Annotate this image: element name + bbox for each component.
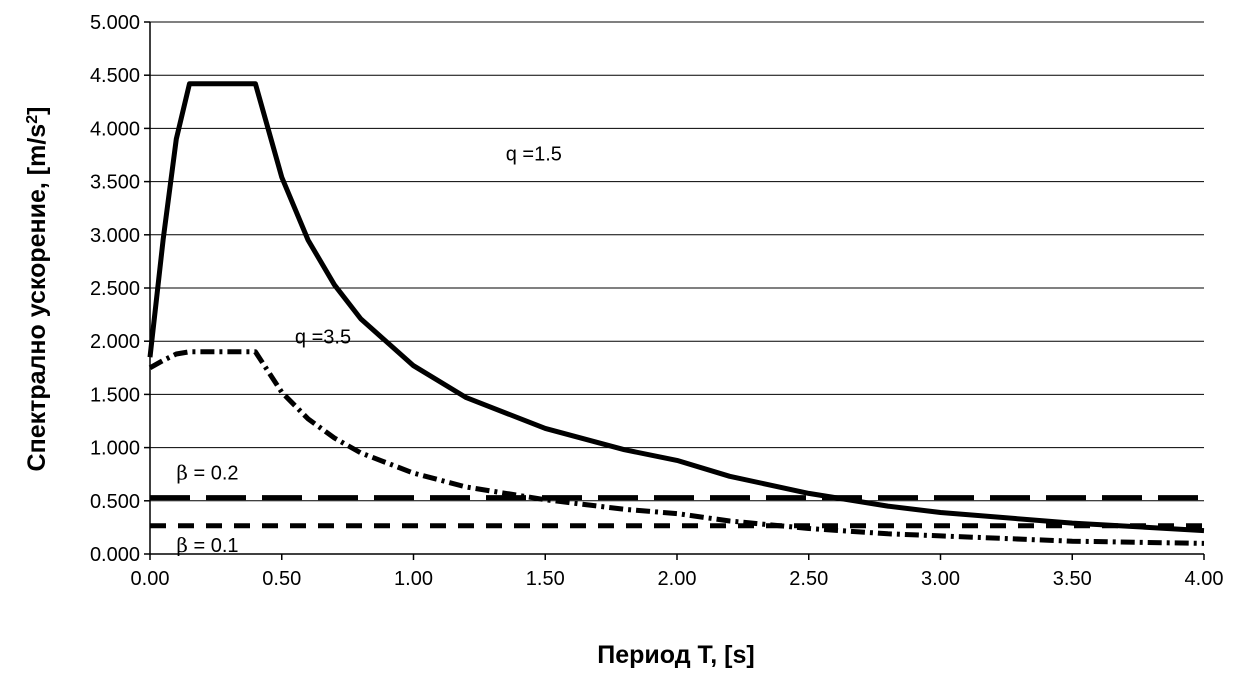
series-line-2 bbox=[148, 349, 1205, 546]
series-line-1 bbox=[147, 81, 1205, 534]
y-tick-label: 2.000 bbox=[90, 331, 140, 353]
y-tick-label: 5.000 bbox=[90, 12, 140, 34]
y-tick-label: 0.500 bbox=[90, 491, 140, 513]
x-axis-title: Период Т, [s] bbox=[597, 641, 754, 669]
y-tick-label: 3.500 bbox=[90, 172, 140, 194]
x-tick-label: 3.00 bbox=[921, 568, 960, 590]
y-tick-label: 2.500 bbox=[90, 278, 140, 300]
annotation-label: β = 0.2 bbox=[176, 461, 238, 485]
x-tick-label: 1.00 bbox=[394, 568, 433, 590]
x-axis-ticks: 0.00 0.50 1.00 1.50 2.00 2.50 3.00 3.50 4.00 bbox=[131, 554, 1224, 590]
y-tick-label: 4.500 bbox=[90, 65, 140, 87]
y-axis-title-sup: 2 bbox=[24, 115, 41, 124]
annotation-label: q =3.5 bbox=[295, 326, 351, 348]
y-tick-label: 3.000 bbox=[90, 225, 140, 247]
x-tick-label: 2.50 bbox=[789, 568, 828, 590]
gridlines bbox=[150, 21, 1204, 502]
x-tick-label: 4.00 bbox=[1185, 568, 1224, 590]
x-tick-label: 1.50 bbox=[526, 568, 565, 590]
annotations: q =1.5 q =3.5 β = 0.2 β = 0.1 bbox=[176, 143, 562, 557]
x-tick-label: 0.00 bbox=[131, 568, 170, 590]
y-tick-label: 1.000 bbox=[90, 438, 140, 460]
x-tick-label: 3.50 bbox=[1053, 568, 1092, 590]
y-axis-title: Спектрално ускорение, [m/s2] bbox=[23, 107, 51, 472]
y-tick-label: 1.500 bbox=[90, 384, 140, 406]
x-tick-label: 0.50 bbox=[262, 568, 301, 590]
annotation-label: β = 0.1 bbox=[176, 533, 238, 557]
y-axis-ticks: 0.000 0.500 1.000 1.500 2.000 2.500 3.000 3.500… bbox=[90, 12, 150, 566]
x-tick-label: 2.00 bbox=[658, 568, 697, 590]
y-tick-label: 0.000 bbox=[90, 544, 140, 566]
y-axis-title-end: ] bbox=[23, 107, 51, 115]
y-tick-label: 4.000 bbox=[90, 118, 140, 140]
series-group bbox=[147, 81, 1205, 546]
annotation-label: q =1.5 bbox=[506, 143, 562, 165]
y-axis-title-main: Спектрално ускорение, [m/s bbox=[23, 124, 51, 472]
